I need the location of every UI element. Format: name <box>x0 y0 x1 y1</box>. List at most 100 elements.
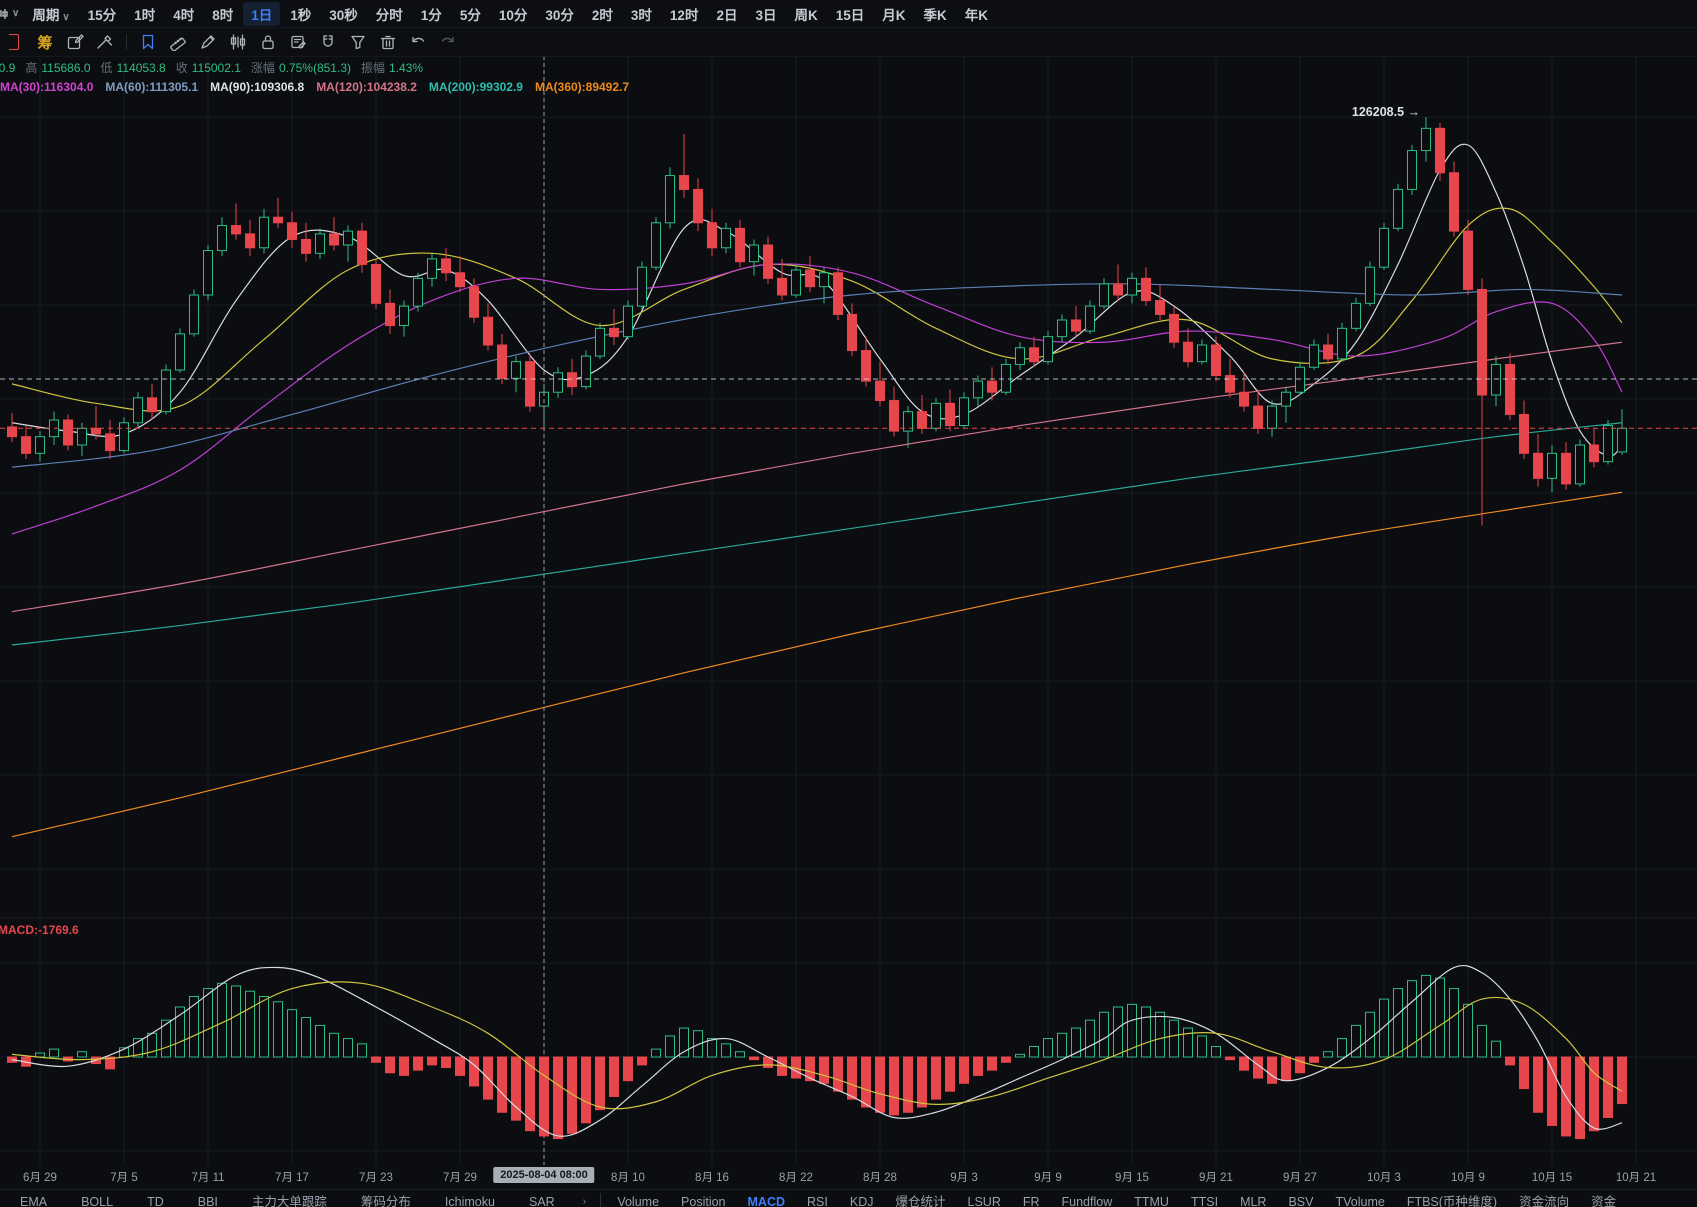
period-1分[interactable]: 1分 <box>420 7 442 23</box>
tabs-divider <box>600 1193 602 1207</box>
ma-legend: MA(30):116304.0 MA(60):111305.1 MA(90):109… <box>0 80 641 94</box>
tab-MLR[interactable]: MLR <box>1240 1195 1267 1207</box>
period-2日[interactable]: 2日 <box>716 7 738 23</box>
ma-legend-item: MA(200):99302.9 <box>428 80 523 94</box>
period-4时[interactable]: 4时 <box>173 7 195 23</box>
edit-chart-icon[interactable] <box>60 31 90 53</box>
axis-tick-label: 9月 9 <box>1034 1172 1062 1184</box>
redo-icon[interactable] <box>433 31 463 53</box>
period-1日[interactable]: 1日 <box>243 1 281 26</box>
ma-line-magenta <box>11 263 1623 535</box>
tab-MACD[interactable]: MACD <box>747 1195 786 1207</box>
axis-tick-label: 8月 16 <box>695 1172 729 1184</box>
tab-TTMU[interactable]: TTMU <box>1134 1195 1169 1207</box>
axis-tick-label: 10月 3 <box>1367 1172 1401 1184</box>
tab-资金[interactable]: 资金 <box>1591 1195 1617 1207</box>
period-3时[interactable]: 3时 <box>630 7 652 23</box>
pen-icon[interactable] <box>193 31 223 53</box>
period-1秒[interactable]: 1秒 <box>290 7 312 23</box>
ma-line-yellow <box>11 207 1623 412</box>
period-5分[interactable]: 5分 <box>459 7 481 23</box>
tab-FTBS(币种维度)[interactable]: FTBS(币种维度) <box>1406 1195 1498 1207</box>
period-年K[interactable]: 年K <box>964 7 989 23</box>
period-15分[interactable]: 15分 <box>87 7 117 23</box>
tab-RSI[interactable]: RSI <box>807 1195 828 1207</box>
axis-tick-label: 9月 15 <box>1115 1172 1149 1184</box>
symbol-candle-icon[interactable]: ∨ <box>0 7 23 21</box>
tab-BBI[interactable]: BBI <box>197 1195 218 1207</box>
period-15日[interactable]: 15日 <box>835 7 865 23</box>
tab-BSV[interactable]: BSV <box>1288 1195 1314 1207</box>
undo-icon[interactable] <box>403 31 433 53</box>
chevron-down-icon: ∨ <box>12 8 20 19</box>
tab-TVolume[interactable]: TVolume <box>1335 1195 1385 1207</box>
chevron-down-icon: ∨ <box>62 11 70 23</box>
period-12时[interactable]: 12时 <box>669 7 699 23</box>
axis-tick-label: 8月 10 <box>611 1172 645 1184</box>
macd-dea-line <box>11 981 1623 1110</box>
tab-筹码分布[interactable]: 筹码分布 <box>360 1195 411 1207</box>
axis-tick-label: 9月 27 <box>1283 1172 1317 1184</box>
bookmark-icon[interactable] <box>133 31 163 53</box>
tab-FR[interactable]: FR <box>1022 1195 1040 1207</box>
period-8时[interactable]: 8时 <box>212 7 234 23</box>
axis-tick-label: 7月 11 <box>191 1172 225 1184</box>
macd-dif-line <box>11 964 1623 1137</box>
axis-tick-label: 9月 21 <box>1199 1172 1233 1184</box>
note-edit-icon[interactable] <box>283 31 313 53</box>
crosshair <box>0 56 1697 1165</box>
ma-line-white <box>11 143 1623 457</box>
tab-LSUR[interactable]: LSUR <box>967 1195 1001 1207</box>
tab-TD[interactable]: TD <box>147 1195 164 1207</box>
period-30分[interactable]: 30分 <box>545 7 574 23</box>
ma-legend-item: MA(360):89492.7 <box>534 80 630 94</box>
brush-icon[interactable] <box>90 31 120 53</box>
filter-icon[interactable] <box>343 31 373 53</box>
tab-Volume[interactable]: Volume <box>617 1195 660 1207</box>
period-menu[interactable]: 周期 ∨ <box>32 7 70 23</box>
tab-EMA[interactable]: EMA <box>20 1195 48 1207</box>
period-3日[interactable]: 3日 <box>755 7 777 23</box>
period-10分[interactable]: 10分 <box>498 7 528 23</box>
ma-line-orange <box>11 491 1623 838</box>
tab-BOLL[interactable]: BOLL <box>81 1195 114 1207</box>
tab-Position[interactable]: Position <box>681 1195 726 1207</box>
clipped-left-icon[interactable] <box>0 31 30 53</box>
trash-icon[interactable] <box>373 31 403 53</box>
indicator-tabs: EMA BOLL TD BBI 主力大单跟踪 筹码分布 Ichimoku SAR › Volum… <box>0 1189 1697 1207</box>
tab-爆仓统计[interactable]: 爆仓统计 <box>895 1195 946 1207</box>
ma-legend-item: MA(120):104238.2 <box>316 80 417 94</box>
tab-SAR[interactable]: SAR <box>528 1195 555 1207</box>
period-分时[interactable]: 分时 <box>375 7 403 23</box>
lock-icon[interactable] <box>253 31 283 53</box>
period-月K[interactable]: 月K <box>882 7 906 23</box>
tab-KDJ[interactable]: KDJ <box>849 1195 874 1207</box>
axis-tick-label: 10月 21 <box>1615 1172 1657 1184</box>
period-周K[interactable]: 周K <box>794 7 818 23</box>
drawing-toolbar: 筹 <box>0 28 1697 57</box>
ma-legend-item: MA(60):111305.1 <box>105 80 199 94</box>
period-2时[interactable]: 2时 <box>591 7 613 23</box>
period-季K[interactable]: 季K <box>923 7 947 23</box>
magnet-icon[interactable] <box>313 31 343 53</box>
period-toolbar: ∨ 周期 ∨ 15分 1时 4时 8时 1日 1秒 30秒 分时 1分 5分 10分 30分 2时 3时 12… <box>0 0 1697 28</box>
tab-Ichimoku[interactable]: Ichimoku <box>444 1195 495 1207</box>
period-1时[interactable]: 1时 <box>134 7 156 23</box>
tab-资金流向[interactable]: 资金流向 <box>1519 1195 1570 1207</box>
axis-tick-label: 8月 22 <box>779 1172 813 1184</box>
tab-主力大单跟踪[interactable]: 主力大单跟踪 <box>251 1195 327 1207</box>
chip-distribution-icon[interactable]: 筹 <box>37 34 53 52</box>
candle-pattern-icon[interactable] <box>223 31 253 53</box>
ma-line-teal <box>11 422 1623 646</box>
period-30秒[interactable]: 30秒 <box>329 7 358 23</box>
tab-Fundflow[interactable]: Fundflow <box>1061 1195 1113 1207</box>
ruler-icon[interactable] <box>163 31 193 53</box>
time-axis[interactable]: 6月 29 7月 5 7月 11 7月 17 7月 23 7月 29 8月 10 8月 16 8… <box>0 1165 1697 1189</box>
tab-TTSI[interactable]: TTSI <box>1190 1195 1219 1207</box>
chevron-right-icon[interactable]: › <box>582 1196 587 1207</box>
macd-histogram <box>7 974 1627 1140</box>
axis-tick-label: 9月 3 <box>950 1172 978 1184</box>
ma-legend-item: MA(30):116304.0 <box>0 80 94 94</box>
axis-tick-label: 7月 29 <box>443 1172 477 1184</box>
